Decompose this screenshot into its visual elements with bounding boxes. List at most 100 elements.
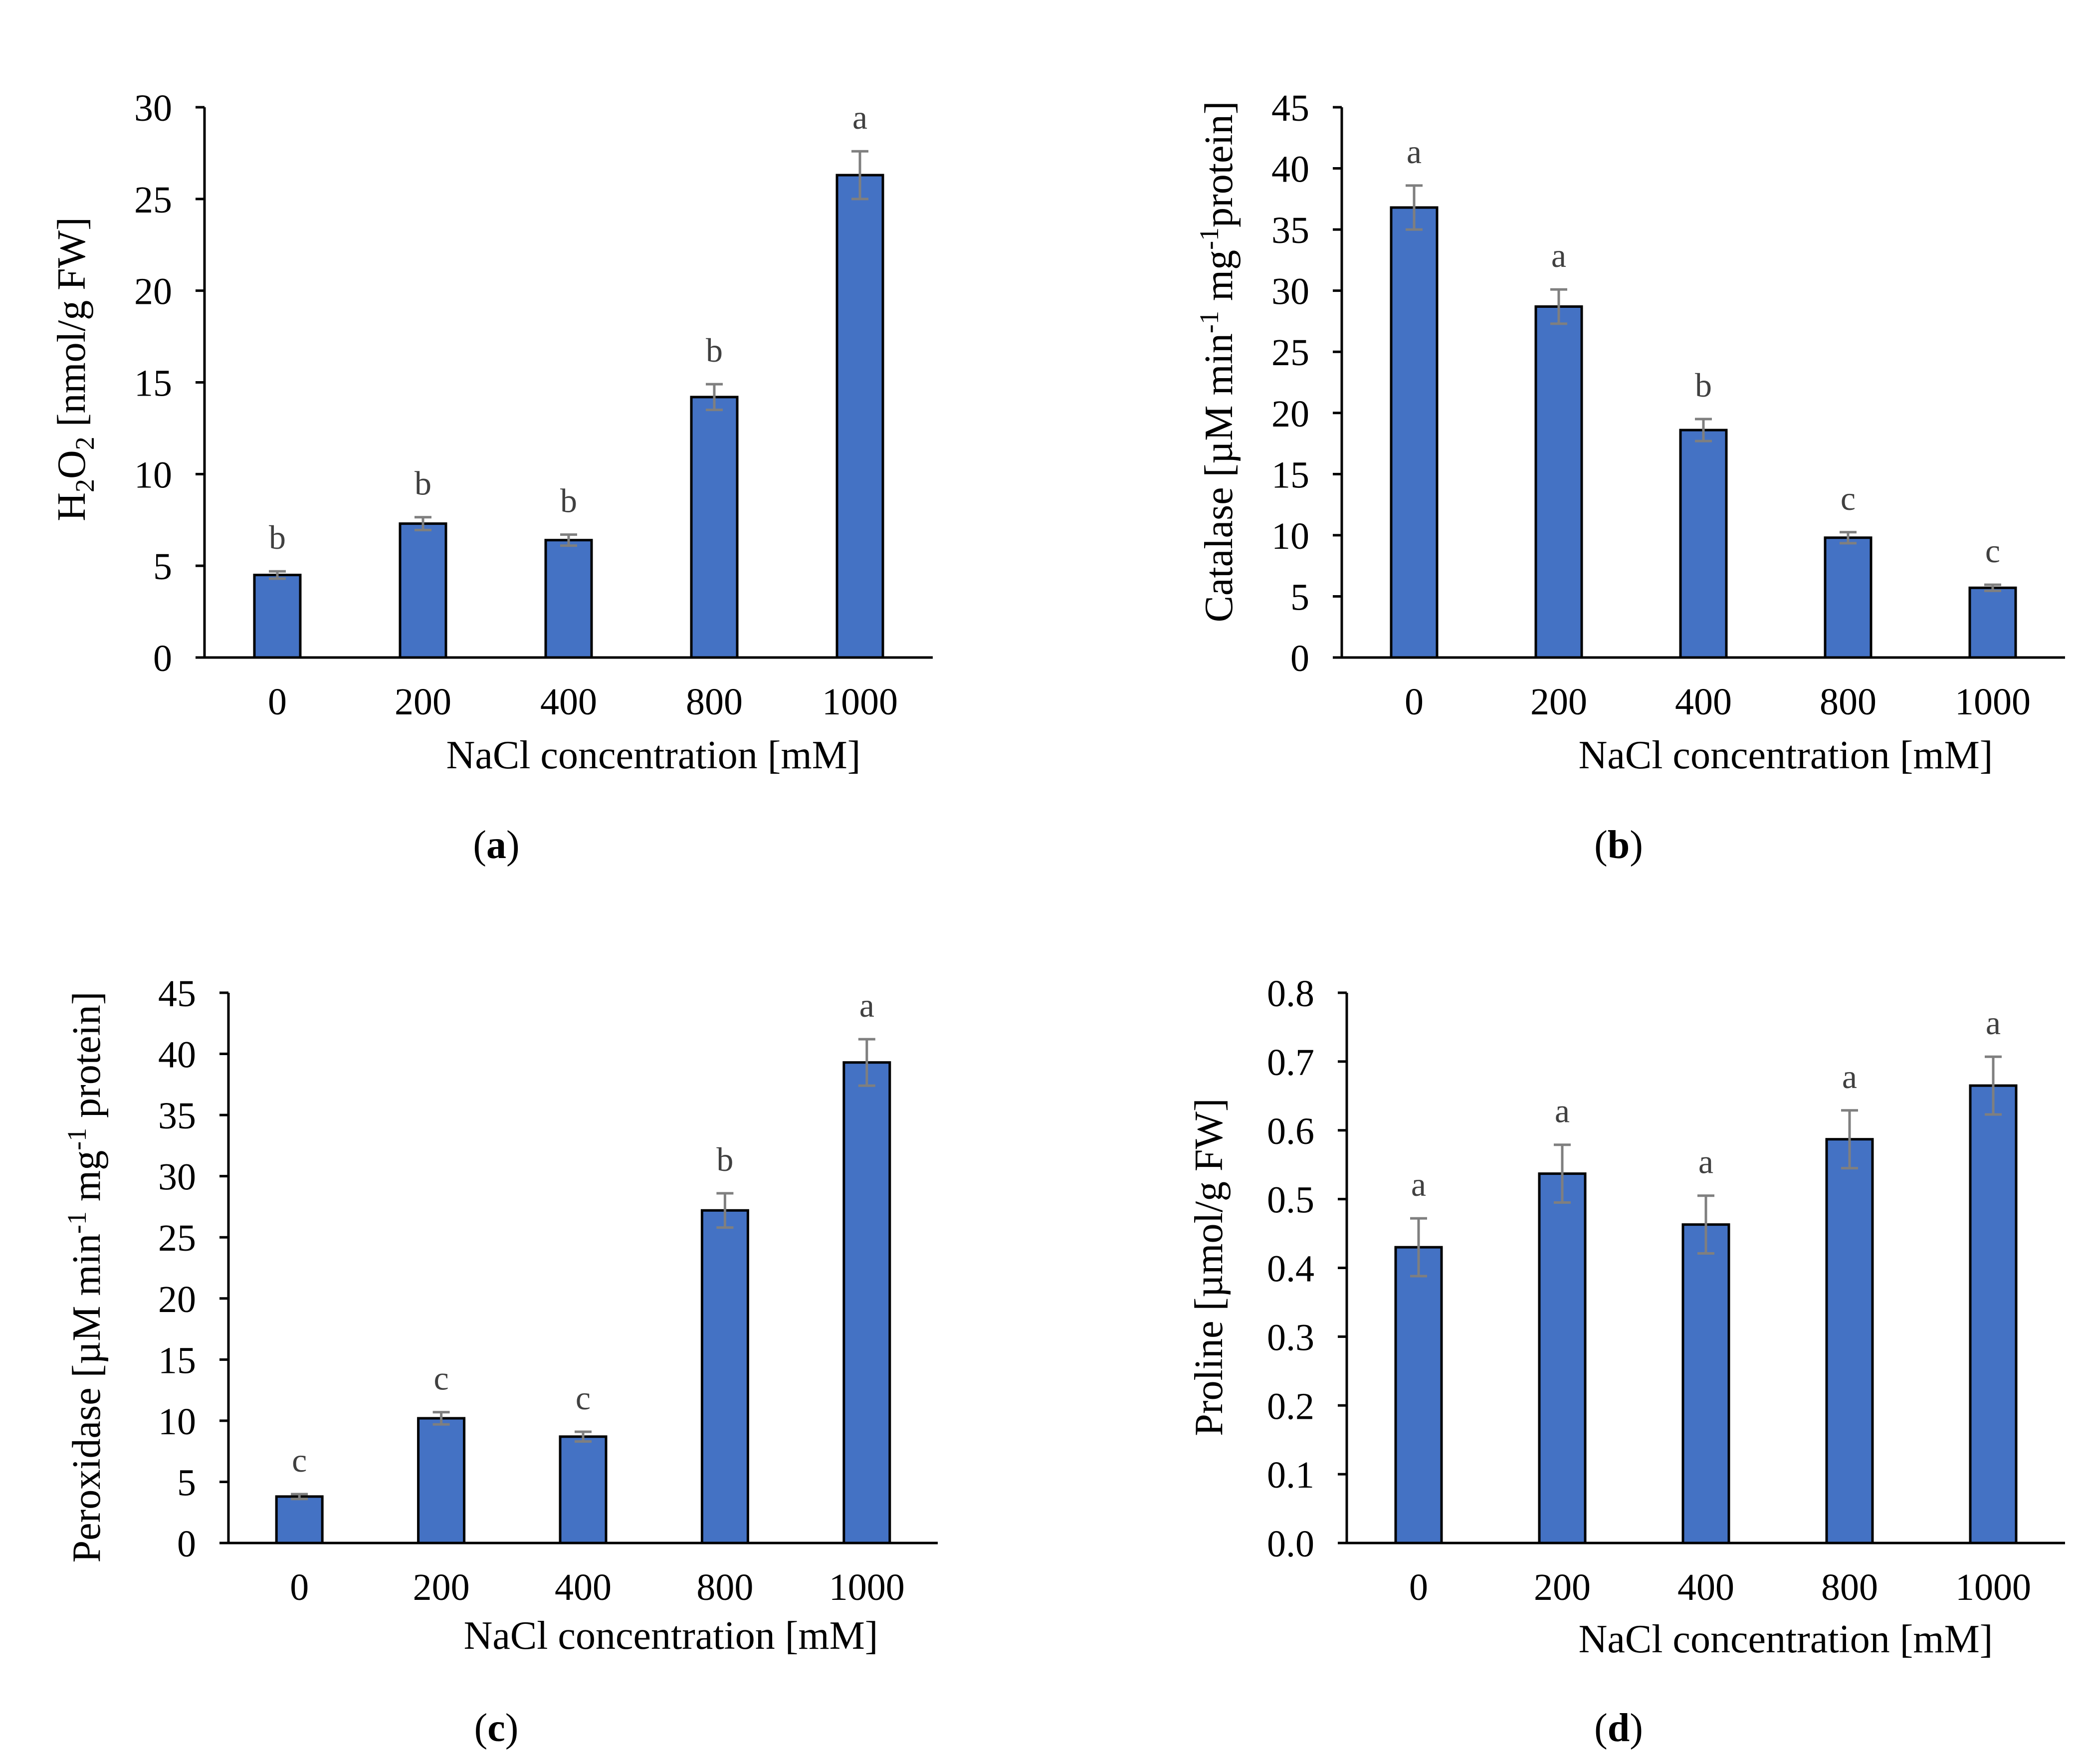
panel-a-error-bar-200: [415, 516, 431, 531]
panel-d-significance-letter: a: [1986, 1004, 2001, 1042]
panel-a-y-tick-label: 15: [134, 363, 172, 405]
panel-b-significance-letter: c: [1985, 532, 2000, 570]
panel-d-bar-400: [1681, 1223, 1730, 1544]
panel-c-error-bar-200: [432, 1411, 450, 1426]
panel-d-y-tick-label: 0.2: [1267, 1385, 1314, 1427]
panel-c-bar-400: [559, 1435, 608, 1544]
panel-a-error-bar-1000: [851, 150, 868, 201]
panel-c-y-tick-label: 30: [158, 1156, 196, 1198]
panel-d-y-tick-label: 0.1: [1267, 1454, 1314, 1496]
panel-a-caption: (a): [473, 823, 519, 867]
panel-a-error-bar-400: [560, 533, 577, 547]
panel-d-error-bar-200: [1554, 1143, 1571, 1204]
panel-d-chart: a a a a a 0.0 0.1 0.2 0.3 0.4 0.5 0.6 0.7 0.8 0 200 40…: [1187, 973, 2065, 1750]
panel-c-x-label: NaCl concentration [mM]: [464, 1614, 878, 1658]
panel-a-x-tick-label: 200: [395, 681, 451, 723]
panel-c-significance-letter: c: [292, 1441, 307, 1479]
panel-a-x-tick-label: 0: [268, 681, 287, 723]
panel-c-significance-letter: a: [859, 986, 874, 1024]
panel-a-error-bar-800: [706, 383, 723, 412]
panel-d-bar-200: [1538, 1172, 1587, 1544]
panel-c-x-tick-label: 0: [290, 1566, 309, 1608]
panel-d-x-tick-label: 1000: [1955, 1566, 2031, 1608]
panel-b-error-bar-400: [1695, 418, 1712, 442]
panel-d-significance-letter: a: [1698, 1143, 1713, 1181]
panel-c-y-tick-label: 15: [158, 1339, 196, 1381]
panel-d-y-tick-label: 0.5: [1267, 1179, 1314, 1221]
panel-c-error-bar-400: [575, 1430, 592, 1443]
panel-c-y-tick-label: 35: [158, 1095, 196, 1137]
panel-c-significance-letter: c: [434, 1359, 449, 1397]
panel-c-y-tick-label: 40: [158, 1034, 196, 1076]
panel-a-y-tick-label: 30: [134, 87, 172, 129]
panel-b-significance-letter: b: [1695, 366, 1712, 404]
panel-d-bar-0: [1394, 1246, 1443, 1544]
panel-a-x-tick-label: 800: [686, 681, 743, 723]
panel-d-x-ticks: 0 200 400 800 1000: [1409, 1566, 2031, 1608]
panel-d-y-tick-label: 0.0: [1267, 1523, 1314, 1565]
panel-a-bar-200: [399, 522, 447, 659]
panel-b-x-tick-label: 0: [1405, 681, 1424, 723]
panel-b-y-tick-label: 30: [1271, 271, 1309, 313]
panel-d-x-tick-label: 800: [1821, 1566, 1878, 1608]
panel-b-y-tick-label: 20: [1271, 393, 1309, 435]
panel-b-y-tick-label: 0: [1290, 638, 1309, 679]
panel-d-x-tick-label: 200: [1534, 1566, 1591, 1608]
panel-b-significance-letter: a: [1407, 133, 1422, 171]
panel-d-x-tick-label: 0: [1409, 1566, 1428, 1608]
panel-a-bar-1000: [835, 174, 884, 659]
panel-b-y-label: Catalase [µM min-1 mg-1protein]: [1194, 101, 1241, 623]
panel-a-significance-letter: b: [560, 482, 577, 520]
panel-b-bar-0: [1390, 206, 1439, 659]
panel-b-error-bar-0: [1406, 184, 1423, 231]
panel-b-bar-400: [1679, 429, 1728, 659]
panel-d-significance-letter: a: [1555, 1092, 1570, 1130]
panel-b-x-tick-label: 400: [1675, 681, 1732, 723]
panel-b-y-tick-label: 45: [1271, 87, 1309, 129]
panel-a-y-ticks: 0 5 10 15 20 25 30: [134, 87, 205, 679]
panel-c-x-ticks: 0 200 400 800 1000: [290, 1566, 905, 1608]
panel-a-y-tick-label: 25: [134, 179, 172, 221]
panel-d-y-ticks: 0.0 0.1 0.2 0.3 0.4 0.5 0.6 0.7 0.8: [1267, 973, 1347, 1565]
panel-d-error-bar-0: [1410, 1217, 1427, 1278]
panel-b-y-tick-label: 35: [1271, 210, 1309, 251]
panel-d-y-tick-label: 0.7: [1267, 1042, 1314, 1084]
panel-a-y-label: H2O2 [nmol/g FW]: [50, 217, 100, 521]
panel-b-error-bar-200: [1550, 288, 1567, 325]
panel-b-x-ticks: 0 200 400 800 1000: [1405, 681, 2031, 723]
panel-b-y-ticks: 0 5 10 15 20 25 30 35 40 45: [1271, 87, 1342, 679]
panel-c-x-tick-label: 800: [696, 1566, 753, 1608]
panel-c-significance-letter: b: [716, 1140, 733, 1178]
panel-a-bar-0: [253, 574, 302, 659]
panel-a-bar-400: [544, 539, 593, 659]
panel-c-x-tick-label: 1000: [829, 1566, 905, 1608]
panel-c-y-tick-label: 10: [158, 1401, 196, 1443]
panel-b-significance-letter: a: [1551, 236, 1566, 274]
panel-b-x-label: NaCl concentration [mM]: [1579, 733, 1993, 777]
panel-c-bar-200: [417, 1417, 466, 1544]
panel-a-x-ticks: 0 200 400 800 1000: [268, 681, 898, 723]
panel-a-x-tick-label: 400: [540, 681, 597, 723]
panel-c-y-label: Peroxidase [µM min-1 mg-1 protein]: [62, 992, 109, 1563]
panel-c-bar-800: [700, 1209, 749, 1544]
panel-a-chart: b b b b a 0 5 10 15 20 25 30 0 200 400 800 1000 H2O2 […: [50, 87, 933, 867]
panel-a-x-tick-label: 1000: [822, 681, 898, 723]
panel-b-bar-1000: [1968, 586, 2017, 659]
panel-b-caption: (b): [1594, 823, 1643, 867]
panel-d-significance-letter: a: [1411, 1165, 1426, 1203]
panel-b-y-tick-label: 40: [1271, 149, 1309, 191]
panel-c-x-tick-label: 200: [413, 1566, 470, 1608]
panel-c-significance-letter: c: [576, 1379, 591, 1417]
panel-d-error-bar-400: [1697, 1194, 1714, 1255]
panel-c-caption: (c): [474, 1706, 519, 1750]
panel-b-bar-800: [1824, 536, 1873, 659]
panel-d-x-label: NaCl concentration [mM]: [1579, 1617, 1993, 1661]
panel-d-bar-800: [1825, 1138, 1874, 1544]
panel-a-significance-letter: b: [415, 464, 431, 502]
panel-d-caption: (d): [1594, 1706, 1643, 1750]
panel-c-bars: c c c b a: [275, 986, 891, 1544]
panel-c-y-tick-label: 45: [158, 973, 196, 1015]
panel-c-bar-0: [275, 1495, 324, 1544]
